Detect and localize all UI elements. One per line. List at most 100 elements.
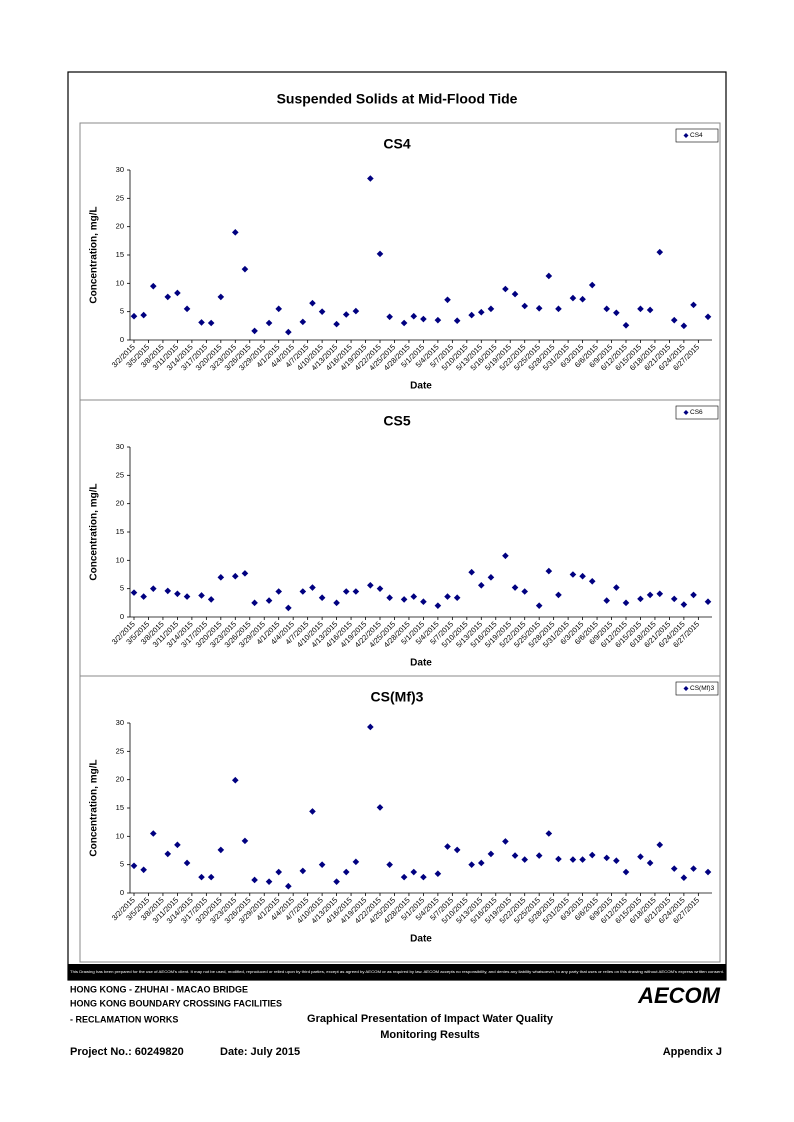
data-point [477, 308, 485, 316]
data-point [680, 322, 688, 330]
chart-title: CS4 [383, 136, 410, 152]
data-point [690, 591, 697, 599]
data-point [613, 309, 620, 317]
data-point [477, 859, 485, 867]
data-point [444, 593, 451, 600]
x-axis-label: Date [410, 658, 432, 669]
data-point [183, 593, 191, 600]
y-tick-label: 30 [116, 442, 124, 451]
y-tick-label: 10 [116, 555, 124, 564]
data-point [241, 837, 249, 845]
data-point [265, 597, 273, 604]
data-point [588, 578, 596, 585]
data-point [535, 304, 543, 312]
drawing-title: Graphical Presentation of Impact Water Q… [307, 1013, 554, 1025]
y-tick-label: 15 [116, 803, 124, 812]
data-point [149, 830, 157, 837]
data-point [622, 321, 630, 329]
y-tick-label: 25 [116, 470, 124, 479]
data-point [207, 596, 215, 603]
data-point [502, 285, 509, 293]
data-point [579, 856, 586, 863]
y-tick-label: 20 [116, 499, 124, 508]
data-point [164, 587, 172, 595]
data-point [521, 588, 529, 595]
data-point [670, 595, 678, 603]
y-tick-label: 20 [116, 775, 124, 784]
data-point [656, 590, 664, 598]
legend-marker [683, 686, 689, 691]
data-point [704, 868, 712, 876]
y-axis-label: Concentration, mg/L [89, 483, 100, 580]
y-tick-label: 0 [120, 335, 124, 344]
data-point [613, 857, 620, 864]
panel [79, 675, 721, 963]
data-point [569, 856, 577, 863]
chart-title: CS5 [383, 413, 410, 429]
data-point [434, 870, 442, 878]
y-tick-label: 0 [120, 888, 124, 897]
appendix: Appendix J [663, 1046, 722, 1058]
legend-box [675, 405, 719, 420]
project-no: Project No.: 60249820 [70, 1046, 184, 1058]
data-point [251, 327, 258, 335]
data-point [217, 574, 225, 581]
data-point [535, 852, 543, 859]
y-tick-label: 30 [116, 165, 124, 174]
data-point [207, 319, 215, 327]
data-point [487, 305, 495, 313]
data-point [579, 295, 586, 303]
data-point [588, 851, 596, 859]
data-point [680, 601, 688, 608]
data-point [502, 552, 509, 560]
data-point [690, 865, 697, 872]
data-point [309, 584, 316, 591]
data-point [231, 572, 239, 580]
data-point [545, 830, 553, 837]
data-point [386, 313, 393, 321]
data-point [545, 567, 553, 575]
data-point [164, 850, 172, 858]
data-point [521, 856, 529, 863]
y-tick-label: 20 [116, 222, 124, 231]
logo: AECOM [637, 983, 721, 1008]
data-point [207, 873, 215, 881]
data-point [149, 282, 157, 290]
legend-label: CS(Mf)3 [690, 685, 715, 692]
data-point [333, 878, 340, 885]
data-point [285, 604, 292, 612]
y-tick-label: 25 [116, 746, 124, 755]
data-point [251, 599, 258, 607]
data-point [477, 581, 485, 589]
data-point [420, 315, 427, 323]
data-point [285, 328, 292, 336]
data-point [622, 599, 630, 607]
data-point [251, 876, 258, 884]
data-point [569, 571, 577, 578]
data-point [318, 308, 326, 315]
data-point [555, 305, 562, 313]
data-point [376, 585, 384, 592]
data-point [174, 590, 181, 598]
data-point [231, 776, 239, 784]
data-point [410, 593, 418, 600]
data-point [511, 852, 519, 859]
data-point [680, 874, 688, 881]
project-line: HONG KONG - ZHUHAI - MACAO BRIDGE [70, 984, 248, 994]
y-tick-label: 5 [120, 860, 124, 869]
data-point [453, 594, 461, 602]
data-point [198, 873, 205, 881]
disclaimer: This Drawing has been prepared for the u… [70, 970, 724, 974]
data-point [569, 294, 577, 302]
page-border [67, 71, 727, 981]
data-point [299, 588, 307, 595]
data-point [183, 859, 191, 867]
data-point [231, 229, 239, 236]
disclaimer-bar [68, 964, 726, 980]
data-point [318, 861, 326, 868]
y-axis-label: Concentration, mg/L [89, 759, 100, 856]
data-point [367, 723, 374, 731]
data-point [140, 866, 147, 874]
data-point [468, 311, 475, 319]
